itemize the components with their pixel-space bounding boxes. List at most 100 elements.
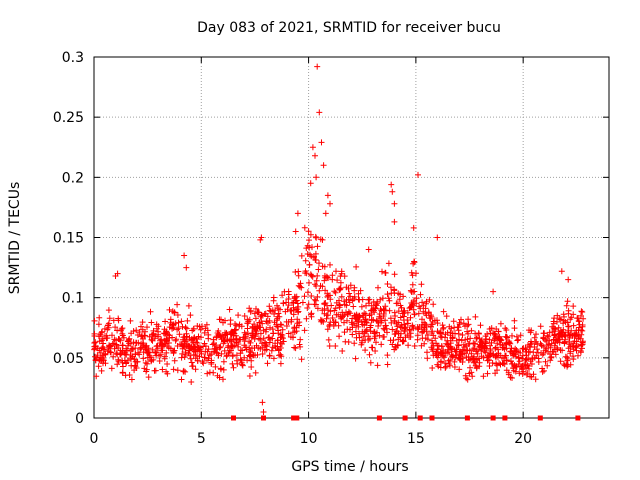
data-point (578, 308, 585, 315)
data-point (410, 325, 417, 332)
data-point (391, 346, 398, 353)
y-tick-label: 0 (75, 411, 84, 427)
data-point (201, 329, 208, 336)
data-point (539, 365, 546, 372)
data-point (486, 336, 493, 343)
data-point (575, 352, 581, 359)
data-point (376, 332, 383, 339)
data-point (266, 307, 273, 314)
data-point (174, 301, 181, 308)
data-point (551, 315, 558, 322)
gap-marker (537, 415, 543, 421)
data-point (187, 312, 194, 319)
data-point (450, 318, 457, 325)
data-point (270, 294, 277, 301)
data-point (367, 359, 374, 366)
data-point (289, 300, 296, 306)
data-point (251, 321, 258, 328)
data-point (130, 345, 136, 352)
data-point (325, 336, 332, 343)
data-point (91, 317, 98, 324)
data-point (558, 268, 565, 275)
data-point (349, 324, 356, 331)
data-point (453, 352, 460, 359)
data-point (321, 272, 328, 279)
data-point (126, 372, 133, 378)
y-tick-label: 0.1 (62, 291, 84, 307)
data-point (143, 366, 150, 373)
data-point (342, 338, 349, 345)
data-point (307, 251, 313, 258)
data-point (277, 351, 284, 358)
data-point (257, 336, 264, 343)
data-point (548, 353, 555, 360)
data-point (139, 319, 146, 326)
data-point (237, 336, 244, 343)
data-point (434, 328, 441, 335)
data-point (359, 328, 366, 335)
data-point (246, 316, 253, 323)
data-point (192, 366, 199, 373)
data-point (519, 352, 526, 359)
data-point (570, 303, 577, 310)
data-point (266, 352, 273, 359)
data-point (464, 347, 471, 354)
data-point (149, 332, 155, 338)
data-point (579, 338, 586, 345)
data-point (190, 351, 197, 358)
data-point (464, 322, 471, 329)
data-point (226, 306, 233, 313)
data-point (419, 299, 426, 306)
data-point (127, 317, 134, 324)
data-point (206, 352, 213, 359)
data-point (143, 349, 150, 356)
data-point (275, 305, 282, 312)
data-point (122, 351, 129, 358)
data-point (556, 315, 563, 322)
data-point (114, 361, 121, 368)
data-point (484, 357, 491, 364)
data-point (312, 152, 318, 159)
data-point (381, 333, 388, 340)
data-point (402, 334, 409, 341)
data-point (465, 341, 472, 347)
data-point (575, 335, 582, 342)
data-point (140, 355, 147, 362)
data-point (514, 337, 521, 344)
data-point (456, 336, 463, 343)
data-point (209, 341, 216, 348)
data-point (306, 237, 312, 244)
data-point (358, 319, 365, 326)
data-point (319, 283, 326, 290)
data-point (456, 366, 463, 373)
data-point (391, 218, 398, 225)
data-point (176, 331, 183, 338)
data-point (224, 344, 231, 351)
data-point (451, 364, 458, 370)
data-point (561, 339, 568, 346)
data-point (213, 334, 220, 341)
data-point (229, 353, 236, 360)
data-point (528, 327, 535, 334)
data-point (524, 370, 531, 377)
data-point (385, 260, 392, 267)
data-point (394, 300, 401, 307)
data-point (409, 322, 416, 329)
data-point (109, 332, 115, 339)
gap-marker (294, 415, 300, 421)
data-point (565, 310, 572, 317)
data-point (145, 374, 152, 381)
data-point (371, 309, 378, 316)
data-point (533, 352, 540, 359)
data-point (376, 313, 383, 320)
data-point (544, 362, 551, 369)
data-point (557, 347, 564, 354)
data-point (169, 347, 176, 354)
data-point (144, 324, 150, 331)
data-point (561, 317, 567, 324)
data-point (294, 300, 301, 307)
data-point (148, 357, 155, 364)
data-point (523, 356, 530, 363)
data-point (337, 302, 343, 309)
data-point (472, 313, 479, 320)
